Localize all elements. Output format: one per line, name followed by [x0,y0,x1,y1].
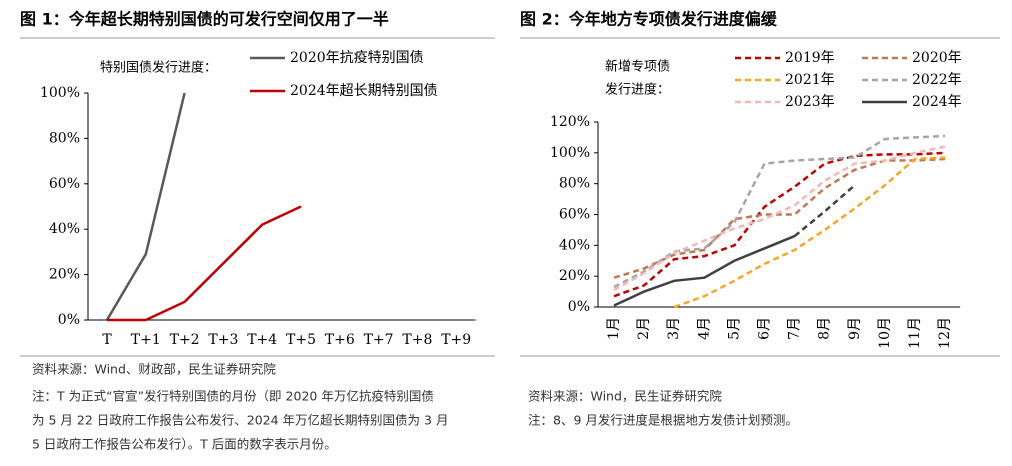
legend-label: 2020年 [912,50,962,66]
series-line [105,92,186,321]
legend-label: 2024年 [912,94,962,110]
legend-label: 2024年超长期特别国债 [290,83,438,99]
chart-title: 图 2：今年地方专项债发行进度偏缓 [520,10,778,29]
y-tick-label: 100% [550,145,590,161]
note: 资料来源：Wind、财政部，民生证券研究院 [32,362,276,377]
y-tick-label: 80% [49,130,80,146]
series-line [107,205,302,322]
annotation: 新增专项债 [605,59,670,75]
x-tick-label: T+6 [325,332,355,348]
series-line [613,157,946,279]
y-tick-label: 0% [568,299,590,315]
y-tick-label: 80% [559,176,590,192]
x-tick-label: T+1 [131,332,161,348]
y-tick-label: 0% [58,312,80,328]
x-tick-label: T [102,332,112,348]
legend-label: 2023年 [785,94,835,110]
x-tick-label: 8月 [817,317,833,340]
x-tick-label: T+2 [170,332,200,348]
series-line [613,145,946,292]
legend-label: 2020年抗疫特别国债 [290,50,424,66]
x-tick-label: 7月 [787,317,803,340]
y-tick-label: 40% [49,221,80,237]
x-tick-label: 5月 [726,317,742,340]
note: 注：8、9 月发行进度是根据地方发债计划预测。 [528,413,798,428]
y-tick-label: 20% [49,267,80,283]
y-tick-label: 20% [559,268,590,284]
note: 资料来源：Wind，民生证券研究院 [528,389,722,404]
series-line [613,134,946,289]
x-tick-label: T+4 [247,332,277,348]
chart-title: 图 1：今年超长期特别国债的可发行空间仅用了一半 [20,10,389,29]
x-tick-label: 10月 [877,317,893,349]
x-tick-label: 12月 [937,317,953,349]
series-line [673,156,946,309]
x-tick-label: 11月 [907,317,923,349]
x-tick-label: T+7 [364,332,394,348]
x-tick-label: 2月 [636,317,652,340]
x-tick-label: T+5 [286,332,316,348]
x-tick-label: T+9 [441,332,471,348]
series-line [613,234,796,307]
x-tick-label: 6月 [757,317,773,340]
annotation: 特别国债发行进度： [100,60,217,76]
x-tick-label: 9月 [847,317,863,340]
note: 注：T 为正式“官宣”发行特别国债的月份（即 2020 年万亿抗疫特别国债 [32,389,434,404]
legend-label: 2021年 [785,72,835,88]
x-tick-label: T+8 [402,332,432,348]
x-tick-label: 3月 [666,317,682,340]
x-tick-label: 4月 [696,317,712,340]
legend-label: 2022年 [912,72,962,88]
y-tick-label: 120% [550,114,590,130]
note: 为 5 月 22 日政府工作报告公布发行、2024 年万亿超长期特别国债为 3 … [32,413,448,428]
series-line [613,151,946,298]
y-tick-label: 60% [49,176,80,192]
annotation: 发行进度： [605,82,670,98]
y-tick-label: 60% [559,207,590,223]
x-tick-label: 1月 [606,317,622,340]
note: 5 日政府工作报告公布发行）。T 后面的数字表示月份。 [32,437,337,452]
legend-label: 2019年 [785,50,835,66]
y-tick-label: 100% [40,85,80,101]
x-tick-label: T+3 [208,332,238,348]
series-line [793,184,856,238]
y-tick-label: 40% [559,237,590,253]
